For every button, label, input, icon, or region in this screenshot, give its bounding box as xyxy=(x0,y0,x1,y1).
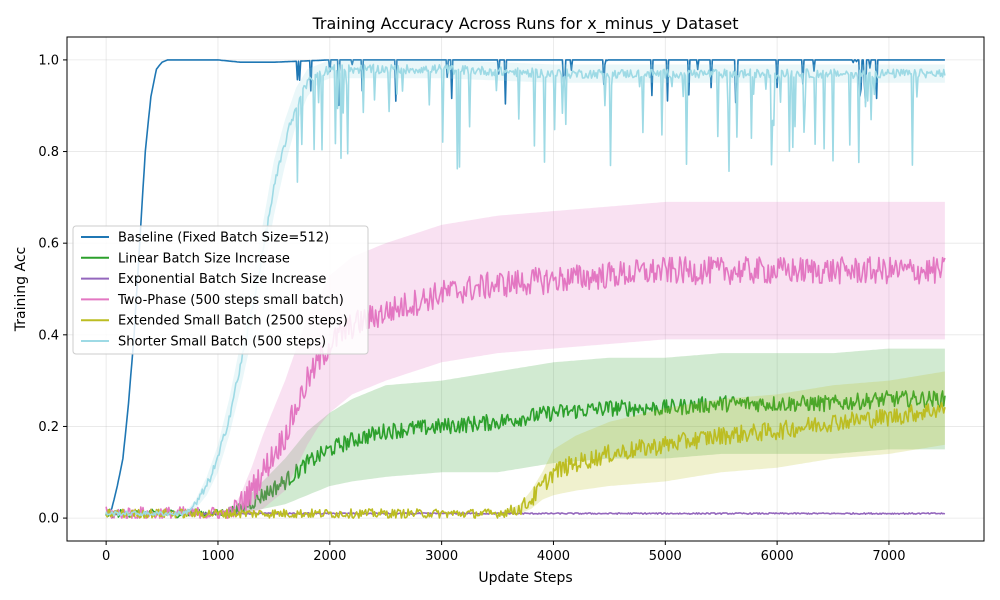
series-line xyxy=(105,256,946,519)
x-tick-label: 0 xyxy=(102,549,110,564)
x-tick-label: 3000 xyxy=(425,549,458,564)
legend-label: Exponential Batch Size Increase xyxy=(118,272,326,287)
y-tick-label: 0.8 xyxy=(38,145,59,160)
axis-ticks: 0 1000 2000 3000 4000 5000 6000 7000 0.0 0.2 0.4 0.… xyxy=(38,53,905,564)
y-tick-label: 0.6 xyxy=(38,237,59,252)
plot-frame xyxy=(66,36,985,542)
y-tick-label: 1.0 xyxy=(38,53,59,68)
x-axis-label: Update Steps xyxy=(478,570,572,586)
x-tick-label: 4000 xyxy=(537,549,570,564)
legend-label: Baseline (Fixed Batch Size=512) xyxy=(118,231,329,246)
chart-title: Training Accuracy Across Runs for x_minu… xyxy=(311,14,738,34)
y-tick-label: 0.4 xyxy=(38,328,59,343)
series-band xyxy=(106,371,945,514)
series-band xyxy=(106,348,945,514)
series-band xyxy=(106,201,945,514)
legend-label: Two-Phase (500 steps small batch) xyxy=(117,293,344,308)
y-tick-label: 0.0 xyxy=(38,512,59,527)
x-tick-label: 2000 xyxy=(313,549,346,564)
legend-box xyxy=(72,225,369,355)
legend-label: Linear Batch Size Increase xyxy=(118,251,290,266)
series-line xyxy=(105,59,945,515)
x-tick-label: 7000 xyxy=(872,549,905,564)
x-tick-label: 5000 xyxy=(649,549,682,564)
x-tick-label: 6000 xyxy=(761,549,794,564)
legend-label: Shorter Small Batch (500 steps) xyxy=(118,335,326,350)
series-line xyxy=(105,401,946,519)
y-tick-label: 0.2 xyxy=(38,420,59,435)
legend-label: Extended Small Batch (2500 steps) xyxy=(118,314,348,329)
plot-area xyxy=(105,59,946,519)
y-axis-label: Training Acc xyxy=(13,247,29,332)
legend: Baseline (Fixed Batch Size=512) Linear Ba… xyxy=(72,225,369,355)
x-tick-label: 1000 xyxy=(201,549,234,564)
